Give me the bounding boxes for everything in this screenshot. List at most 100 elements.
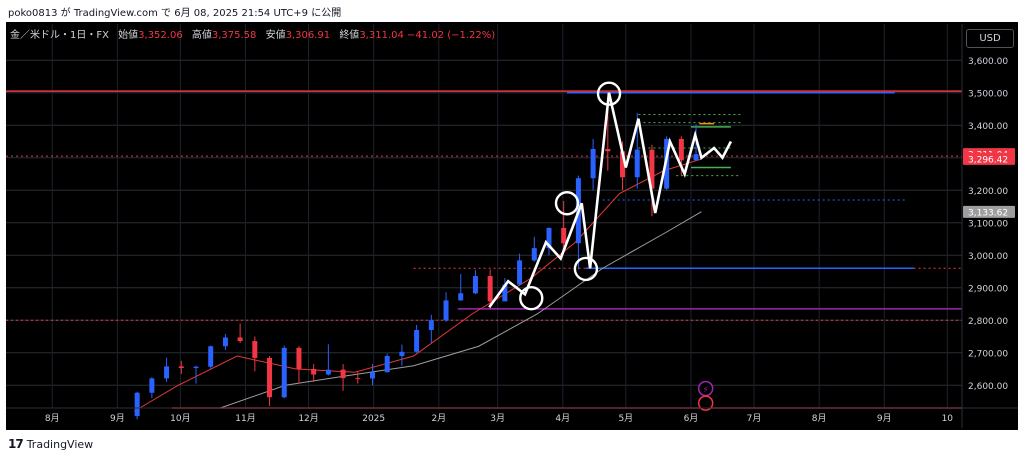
change-value: −41.02 (−1.22%) — [407, 30, 496, 41]
candle-body — [149, 378, 155, 393]
candle-body — [517, 260, 523, 285]
footer-brand: 17 TradingView — [8, 437, 93, 451]
x-tick-label: 10 — [942, 414, 954, 424]
open-label: 始値 — [118, 30, 139, 41]
candle — [414, 324, 420, 353]
pivot-circle — [554, 191, 580, 216]
y-tick-label: 3,100.00 — [968, 219, 1008, 229]
chart-panel[interactable] — [6, 22, 1018, 430]
candle — [178, 360, 184, 374]
candle-body — [693, 154, 699, 161]
candle — [340, 364, 346, 391]
x-tick-label: 4月 — [555, 413, 570, 424]
candle — [134, 391, 140, 420]
pivot-circle — [596, 81, 622, 106]
candle — [164, 357, 170, 382]
candle-body — [222, 337, 228, 347]
high-value: 3,375.58 — [211, 30, 257, 41]
candle-body — [164, 366, 170, 379]
candle — [296, 346, 302, 384]
price-label-bg — [963, 205, 1015, 218]
x-tick-label: 8月 — [45, 413, 60, 424]
candle — [355, 372, 361, 384]
x-tick-label: 5月 — [618, 413, 633, 424]
candle — [487, 269, 493, 310]
candle — [517, 253, 523, 286]
brand-name: TradingView — [26, 437, 94, 451]
pivot-circle — [573, 256, 599, 282]
candle — [399, 344, 405, 366]
close-label: 終値 — [339, 30, 360, 41]
candle-body — [178, 366, 184, 369]
symbol-name: 金／米ドル・1日・FX — [10, 30, 109, 41]
candle-body — [267, 357, 273, 398]
y-tick-label: 3,600.00 — [968, 57, 1008, 67]
candle-body — [340, 369, 346, 379]
candle-body — [252, 341, 258, 358]
y-tick-label: 2,600.00 — [968, 382, 1008, 392]
candle — [325, 344, 331, 376]
candle-body — [384, 356, 390, 373]
y-tick-label: 3,000.00 — [968, 252, 1008, 262]
y-tick-label: 3,200.00 — [968, 187, 1008, 197]
x-tick-label: 2025 — [362, 414, 385, 424]
candle — [502, 278, 508, 302]
candle — [369, 364, 375, 386]
pivot-circle — [519, 285, 544, 311]
candle-body — [634, 149, 640, 178]
candle-body — [134, 392, 140, 417]
currency-button[interactable]: USD — [966, 29, 1014, 48]
candle-body — [355, 378, 361, 380]
x-tick-label: 12月 — [298, 413, 318, 424]
y-tick-label: 2,800.00 — [968, 317, 1008, 327]
zigzag-line — [488, 92, 733, 309]
candle — [311, 364, 317, 382]
y-tick-label: 3,500.00 — [968, 89, 1008, 99]
tradingview-logo-icon: 17 — [8, 437, 24, 451]
candle-body — [414, 330, 420, 352]
publish-info: poko0813 が TradingView.com で 6月 08, 2025… — [8, 8, 342, 19]
x-tick-label: 3月 — [490, 413, 505, 424]
candle-body — [458, 293, 464, 301]
candle — [149, 377, 155, 399]
candle-body — [325, 369, 331, 375]
x-tick-label: 2月 — [431, 413, 446, 424]
candle-body — [472, 276, 478, 294]
candle — [222, 333, 228, 351]
candle — [649, 144, 655, 217]
y-tick-label: 3,400.00 — [968, 122, 1008, 132]
candle — [193, 365, 199, 384]
candle — [458, 274, 464, 301]
candle-body — [208, 346, 214, 367]
price-label-bg — [963, 152, 1015, 165]
open-value: 3,352.06 — [138, 30, 183, 41]
low-value: 3,306.91 — [285, 30, 331, 41]
candle-body — [620, 151, 626, 178]
candle-body — [487, 276, 493, 302]
candle — [546, 227, 552, 256]
candle — [237, 323, 243, 343]
x-tick-label: 6月 — [684, 413, 699, 424]
ma-short-line — [133, 158, 702, 412]
candle-body — [237, 337, 243, 342]
x-tick-label: 9月 — [877, 413, 892, 424]
candle — [531, 236, 537, 262]
candle — [443, 292, 449, 322]
candle-body — [311, 369, 317, 375]
candle-body — [502, 284, 508, 302]
y-tick-label: 2,700.00 — [968, 349, 1008, 359]
event-glyph-icon: ⚡ — [703, 386, 709, 396]
x-tick-label: 10月 — [170, 413, 190, 424]
candle — [384, 353, 390, 373]
candle-body — [531, 248, 537, 261]
candle-body — [590, 148, 596, 179]
y-tick-label: 2,900.00 — [968, 284, 1008, 294]
x-tick-label: 8月 — [812, 413, 827, 424]
candle — [252, 336, 258, 372]
candle-body — [369, 372, 375, 379]
candle-body — [193, 366, 199, 369]
high-label: 高値 — [191, 30, 212, 41]
x-tick-label: 7月 — [747, 413, 762, 424]
x-tick-label: 9月 — [110, 413, 125, 424]
